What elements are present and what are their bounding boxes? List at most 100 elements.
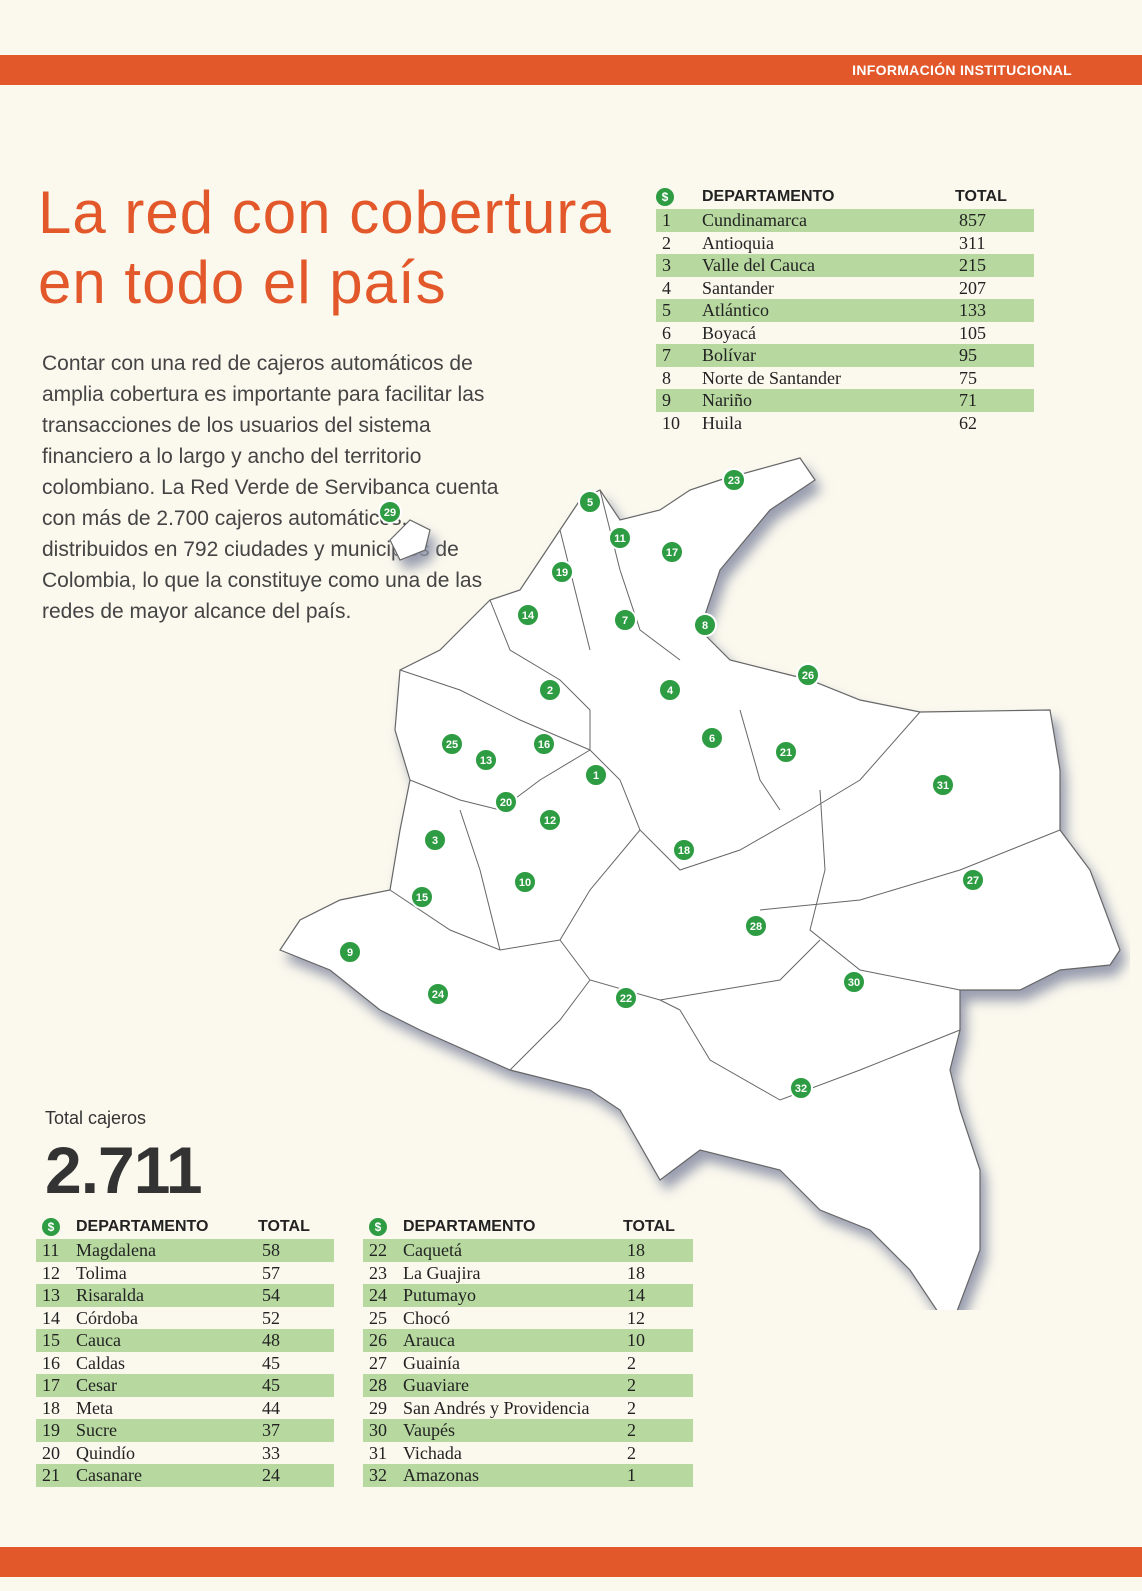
map-marker-9: 9 bbox=[338, 940, 362, 964]
title-line-1: La red con cobertura bbox=[38, 179, 612, 246]
department-name: Putumayo bbox=[403, 1284, 623, 1307]
atm-total: 2 bbox=[627, 1352, 636, 1373]
department-name: Cundinamarca bbox=[696, 209, 955, 232]
map-marker-14: 14 bbox=[516, 603, 540, 627]
svg-text:29: 29 bbox=[384, 507, 396, 519]
atm-total: 2 bbox=[623, 1374, 693, 1397]
svg-text:4: 4 bbox=[667, 685, 674, 697]
svg-text:27: 27 bbox=[967, 875, 979, 887]
map-marker-26: 26 bbox=[796, 663, 820, 687]
svg-text:30: 30 bbox=[848, 977, 860, 989]
svg-text:16: 16 bbox=[538, 739, 550, 751]
row-number: 27 bbox=[369, 1352, 387, 1373]
svg-text:13: 13 bbox=[480, 755, 492, 767]
svg-text:23: 23 bbox=[728, 475, 740, 487]
map-marker-15: 15 bbox=[410, 885, 434, 909]
map-marker-21: 21 bbox=[774, 740, 798, 764]
map-shape bbox=[279, 457, 1121, 1310]
atm-total: 2 bbox=[627, 1442, 636, 1463]
department-name: Sucre bbox=[76, 1419, 258, 1442]
table-row: 8 Norte de Santander 75 bbox=[656, 367, 1034, 390]
atm-total: 24 bbox=[258, 1464, 334, 1487]
department-name: Santander bbox=[702, 277, 774, 298]
map-marker-24: 24 bbox=[426, 982, 450, 1006]
map-marker-18: 18 bbox=[672, 838, 696, 862]
atm-total: 311 bbox=[959, 232, 986, 253]
row-number: 14 bbox=[42, 1307, 60, 1328]
department-name: Boyacá bbox=[702, 322, 756, 343]
map-marker-12: 12 bbox=[538, 808, 562, 832]
table-row: 10 Huila 62 bbox=[656, 412, 1034, 435]
svg-text:25: 25 bbox=[446, 739, 458, 751]
table-row: 11 Magdalena 58 bbox=[36, 1239, 334, 1262]
row-number: 1 bbox=[656, 209, 696, 232]
map-marker-4: 4 bbox=[658, 678, 682, 702]
department-name: Caquetá bbox=[403, 1239, 623, 1262]
department-name: Valle del Cauca bbox=[696, 254, 955, 277]
svg-text:26: 26 bbox=[802, 670, 814, 682]
svg-text:3: 3 bbox=[432, 835, 438, 847]
atm-total: 54 bbox=[258, 1284, 334, 1307]
footer-bar bbox=[0, 1547, 1142, 1577]
column-header-total: TOTAL bbox=[955, 188, 1007, 205]
row-number: 30 bbox=[363, 1419, 403, 1442]
svg-text:7: 7 bbox=[622, 615, 628, 627]
table-row: 9 Nariño 71 bbox=[656, 389, 1034, 412]
table-row: 21 Casanare 24 bbox=[36, 1464, 334, 1487]
svg-text:21: 21 bbox=[780, 747, 792, 759]
table-row: 16 Caldas 45 bbox=[36, 1352, 334, 1375]
table-row: 19 Sucre 37 bbox=[36, 1419, 334, 1442]
map-marker-20: 20 bbox=[494, 790, 518, 814]
servibanca-logo-icon: $ bbox=[369, 1218, 387, 1236]
svg-text:32: 32 bbox=[795, 1083, 807, 1095]
row-number: 22 bbox=[363, 1239, 403, 1262]
atm-total: 105 bbox=[959, 322, 986, 343]
table-row: 25 Chocó 12 bbox=[363, 1307, 693, 1330]
atm-total: 18 bbox=[623, 1239, 693, 1262]
atm-total: 37 bbox=[258, 1419, 334, 1442]
row-number: 18 bbox=[42, 1397, 60, 1418]
table-row: 7 Bolívar 95 bbox=[656, 344, 1034, 367]
row-number: 6 bbox=[662, 322, 671, 343]
atm-total: 57 bbox=[262, 1262, 280, 1283]
department-name: Casanare bbox=[76, 1464, 258, 1487]
map-marker-8: 8 bbox=[693, 613, 717, 637]
department-name: Norte de Santander bbox=[702, 367, 841, 388]
department-name: Quindío bbox=[76, 1442, 136, 1463]
table-row: 26 Arauca 10 bbox=[363, 1329, 693, 1352]
department-table-bottom-left: $ DEPARTAMENTO TOTAL 11 Magdalena 58 12 Toli… bbox=[36, 1216, 334, 1487]
map-marker-3: 3 bbox=[423, 828, 447, 852]
department-name: Nariño bbox=[696, 389, 955, 412]
svg-text:14: 14 bbox=[522, 610, 535, 622]
row-number: 7 bbox=[656, 344, 696, 367]
atm-total: 75 bbox=[959, 367, 977, 388]
department-name: Amazonas bbox=[403, 1464, 623, 1487]
svg-text:17: 17 bbox=[666, 547, 678, 559]
map-marker-19: 19 bbox=[550, 560, 574, 584]
atm-total: 857 bbox=[955, 209, 1034, 232]
table-row: 28 Guaviare 2 bbox=[363, 1374, 693, 1397]
department-name: Huila bbox=[702, 412, 742, 433]
map-marker-31: 31 bbox=[931, 773, 955, 797]
svg-text:19: 19 bbox=[556, 567, 568, 579]
atm-total: 71 bbox=[955, 389, 1034, 412]
total-atm-label: Total cajeros bbox=[45, 1108, 147, 1128]
row-number: 32 bbox=[363, 1464, 403, 1487]
department-name: San Andrés y Providencia bbox=[403, 1397, 590, 1418]
row-number: 5 bbox=[656, 299, 696, 322]
svg-text:20: 20 bbox=[500, 797, 512, 809]
department-name: Guaviare bbox=[403, 1374, 623, 1397]
map-marker-10: 10 bbox=[513, 870, 537, 894]
column-header-total: TOTAL bbox=[623, 1218, 675, 1235]
svg-text:8: 8 bbox=[702, 620, 708, 632]
row-number: 11 bbox=[36, 1239, 76, 1262]
row-number: 31 bbox=[369, 1442, 387, 1463]
row-number: 23 bbox=[369, 1262, 387, 1283]
row-number: 21 bbox=[36, 1464, 76, 1487]
atm-total: 14 bbox=[623, 1284, 693, 1307]
atm-total: 62 bbox=[959, 412, 977, 433]
svg-text:31: 31 bbox=[937, 780, 949, 792]
svg-text:6: 6 bbox=[709, 733, 715, 745]
department-name: Guainía bbox=[403, 1352, 460, 1373]
